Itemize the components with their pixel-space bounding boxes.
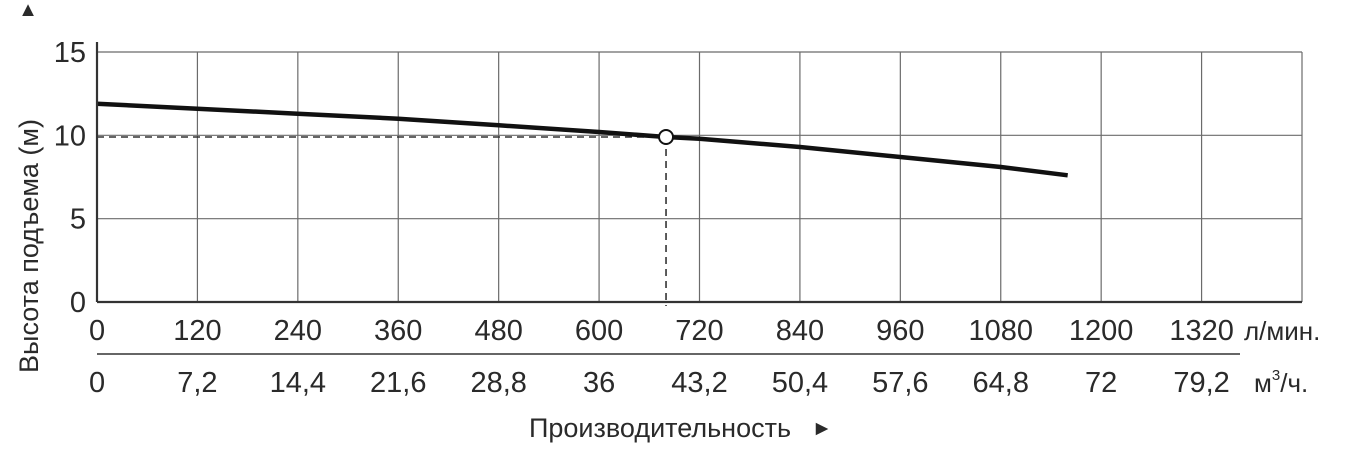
x-tick-label-primary: 480 — [474, 315, 522, 347]
y-tick-label: 5 — [70, 204, 86, 236]
x-tick-label-primary: 960 — [876, 315, 924, 347]
guide-layer — [97, 136, 667, 306]
x-unit-secondary-tail: /ч. — [1280, 368, 1308, 398]
x-tick-label-secondary: 57,6 — [872, 367, 928, 399]
x-tick-label-primary: 360 — [374, 315, 422, 347]
x-tick-label-secondary: 28,8 — [470, 367, 526, 399]
x-tick-label-secondary: 21,6 — [370, 367, 426, 399]
x-axis-title: Производительность — [529, 413, 791, 443]
operating-point-marker — [658, 129, 675, 145]
x-tick-label-secondary: 36 — [583, 367, 615, 399]
x-tick-label-secondary: 50,4 — [772, 367, 828, 399]
x-tick-label-primary: 240 — [274, 315, 322, 347]
x-tick-label-primary: 0 — [89, 315, 105, 347]
x-tick-label-secondary: 43,2 — [671, 367, 727, 399]
y-tick-label: 0 — [70, 287, 86, 319]
x-tick-label-primary: 1320 — [1169, 315, 1234, 347]
x-tick-label-primary: 720 — [675, 315, 723, 347]
y-axis-arrow-icon: ▲ — [18, 0, 38, 21]
y-tick-label: 15 — [54, 37, 86, 69]
x-unit-secondary-sup: 3 — [1272, 367, 1280, 384]
y-axis-title: Высота подъема (м) — [14, 119, 44, 373]
x-tick-label-primary: 840 — [776, 315, 824, 347]
x-unit-secondary-base: м — [1254, 368, 1272, 398]
grid-layer — [97, 51, 1303, 302]
x-tick-label-primary: 1200 — [1069, 315, 1134, 347]
axis-layer — [95, 42, 1302, 355]
x-tick-label-primary: 120 — [173, 315, 221, 347]
x-tick-label-secondary: 64,8 — [973, 367, 1029, 399]
x-unit-secondary: м3/ч. — [1254, 367, 1308, 398]
series-layer — [96, 101, 1068, 178]
x-axis-arrow-icon: ► — [812, 417, 833, 440]
y-tick-label: 10 — [54, 120, 86, 152]
x-unit-primary: л/мин. — [1244, 316, 1320, 346]
x-tick-label-primary: 600 — [575, 315, 623, 347]
x-tick-label-secondary: 7,2 — [177, 367, 217, 399]
x-tick-label-secondary: 14,4 — [270, 367, 326, 399]
x-tick-label-secondary: 79,2 — [1173, 367, 1229, 399]
x-tick-label-primary: 1080 — [968, 315, 1033, 347]
x-tick-label-secondary: 0 — [89, 367, 105, 399]
series-line — [96, 101, 1068, 178]
x-tick-label-secondary: 72 — [1085, 367, 1117, 399]
